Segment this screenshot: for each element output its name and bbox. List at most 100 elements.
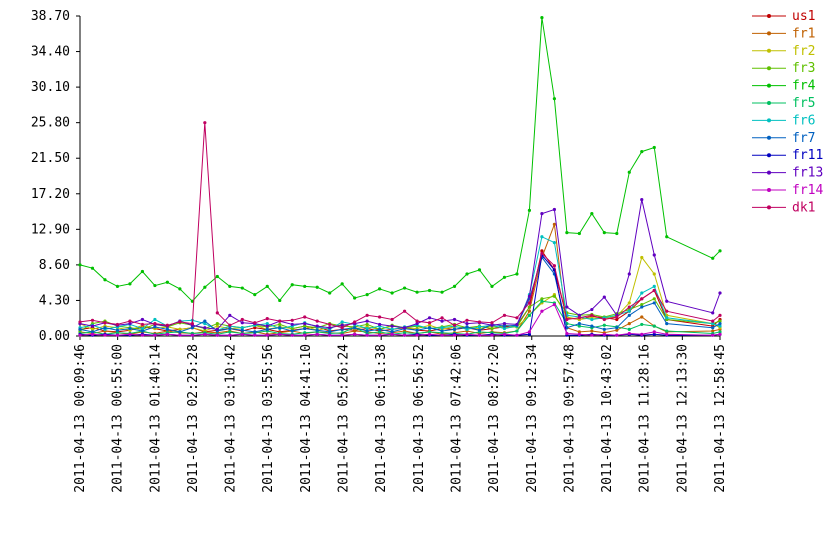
point	[153, 317, 157, 322]
point	[203, 319, 207, 323]
point	[228, 326, 232, 331]
legend-label: fr13	[792, 166, 823, 181]
point	[78, 327, 82, 331]
legend-dot	[767, 101, 771, 105]
point	[665, 316, 669, 320]
x-tick-label: 2011-04-13 09:12:34	[525, 344, 540, 493]
point	[128, 321, 132, 326]
point	[415, 290, 419, 294]
point	[652, 330, 656, 334]
point	[165, 280, 169, 284]
point	[665, 332, 669, 336]
point	[440, 329, 444, 333]
x-tick-label: 2011-04-13 05:26:24	[337, 344, 352, 493]
series-line	[79, 303, 721, 336]
point	[290, 326, 294, 331]
point	[402, 286, 407, 290]
point	[427, 330, 432, 334]
point	[540, 297, 544, 301]
point	[665, 235, 669, 239]
point	[128, 319, 132, 323]
legend-label: fr7	[792, 131, 815, 146]
point	[652, 145, 656, 150]
point	[365, 322, 369, 327]
point	[615, 326, 619, 330]
point	[427, 332, 432, 336]
point	[365, 313, 369, 317]
x-tick-label: 2011-04-13 03:10:42	[224, 344, 239, 493]
point	[278, 319, 282, 323]
point	[552, 294, 556, 298]
point	[440, 316, 444, 320]
point	[215, 274, 219, 279]
legend-dot	[767, 83, 771, 88]
legend-dot	[767, 118, 771, 123]
point	[577, 330, 581, 334]
point	[627, 327, 631, 331]
point	[340, 323, 344, 327]
point	[190, 299, 194, 303]
point	[665, 329, 669, 333]
point	[290, 329, 294, 333]
point	[427, 323, 432, 327]
point	[527, 330, 532, 334]
point	[103, 326, 107, 330]
point	[452, 284, 457, 288]
point	[540, 309, 544, 313]
point	[328, 330, 332, 334]
point	[90, 318, 95, 322]
point	[552, 240, 556, 245]
point	[303, 326, 307, 331]
point	[711, 329, 715, 333]
point	[718, 321, 722, 326]
point	[215, 324, 219, 328]
point	[565, 231, 569, 235]
series-line	[79, 17, 721, 303]
point	[477, 320, 482, 324]
point	[90, 330, 95, 334]
point	[615, 328, 619, 332]
point	[552, 302, 556, 307]
point	[315, 285, 319, 289]
point	[515, 272, 519, 276]
x-tick-label: 2011-04-13 00:09:46	[73, 344, 88, 493]
x-tick-label: 2011-04-13 01:40:14	[148, 344, 163, 493]
y-tick-label: 25.80	[31, 116, 70, 131]
point	[278, 326, 282, 330]
point	[640, 255, 644, 260]
point	[215, 311, 219, 315]
legend-dot	[767, 31, 771, 36]
point	[115, 328, 120, 332]
legend-dot	[767, 205, 771, 210]
point	[452, 317, 457, 322]
x-tick-label: 2011-04-13 12:13:30	[675, 344, 690, 493]
point	[540, 251, 544, 255]
point	[427, 316, 432, 320]
point	[440, 290, 444, 294]
point	[340, 320, 344, 324]
point	[290, 322, 294, 327]
legend-label: fr11	[792, 148, 823, 163]
point	[315, 324, 319, 328]
point	[353, 296, 357, 300]
point	[540, 212, 544, 216]
point	[640, 305, 644, 309]
point	[502, 321, 507, 326]
point	[390, 327, 394, 331]
point	[378, 330, 382, 334]
point	[78, 320, 82, 324]
point	[303, 331, 307, 335]
series-line	[79, 300, 721, 335]
point	[665, 299, 669, 303]
point	[465, 318, 469, 322]
legend-label: fr4	[792, 79, 816, 94]
legend-label: fr2	[792, 44, 815, 59]
point	[140, 326, 145, 331]
point	[627, 272, 631, 276]
point	[390, 317, 394, 322]
y-tick-label: 30.10	[31, 80, 70, 95]
point	[577, 321, 581, 326]
x-tick-label: 2011-04-13 10:43:02	[600, 344, 615, 493]
point	[590, 307, 594, 312]
point	[711, 333, 715, 337]
